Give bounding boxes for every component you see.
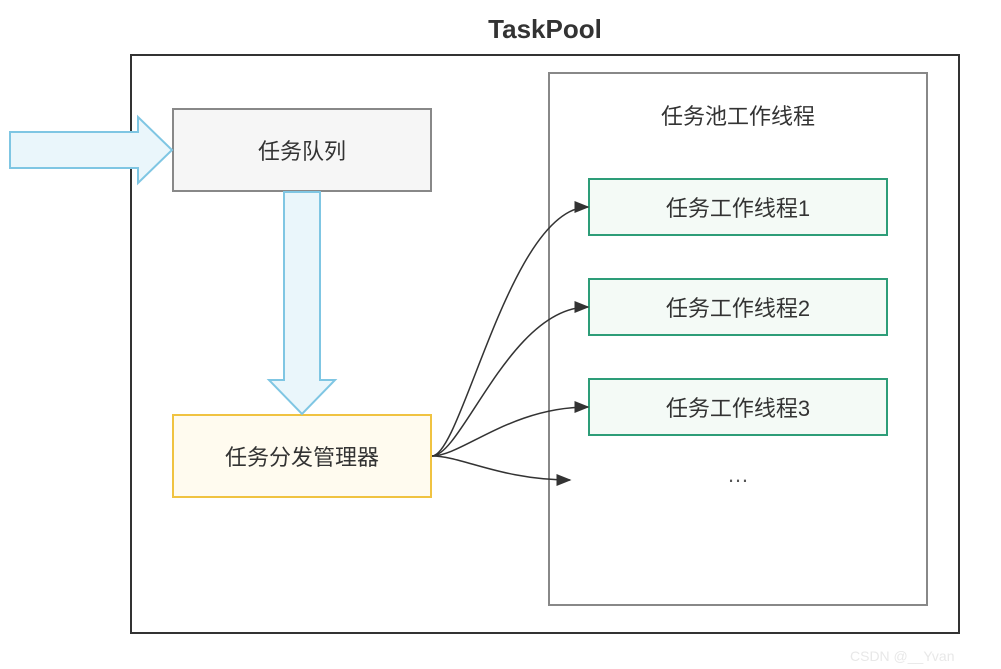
- worker-pool-container: [548, 72, 928, 606]
- ellipsis: …: [588, 460, 888, 490]
- taskpool-title: TaskPool: [130, 14, 960, 45]
- worker-label: 任务工作线程1: [588, 178, 888, 236]
- task-queue-label: 任务队列: [172, 108, 432, 192]
- worker-label: 任务工作线程2: [588, 278, 888, 336]
- dispatcher-label: 任务分发管理器: [172, 414, 432, 498]
- worker-label: 任务工作线程3: [588, 378, 888, 436]
- watermark: CSDN @__Yvan: [850, 648, 954, 664]
- worker-pool-title: 任务池工作线程: [548, 100, 928, 130]
